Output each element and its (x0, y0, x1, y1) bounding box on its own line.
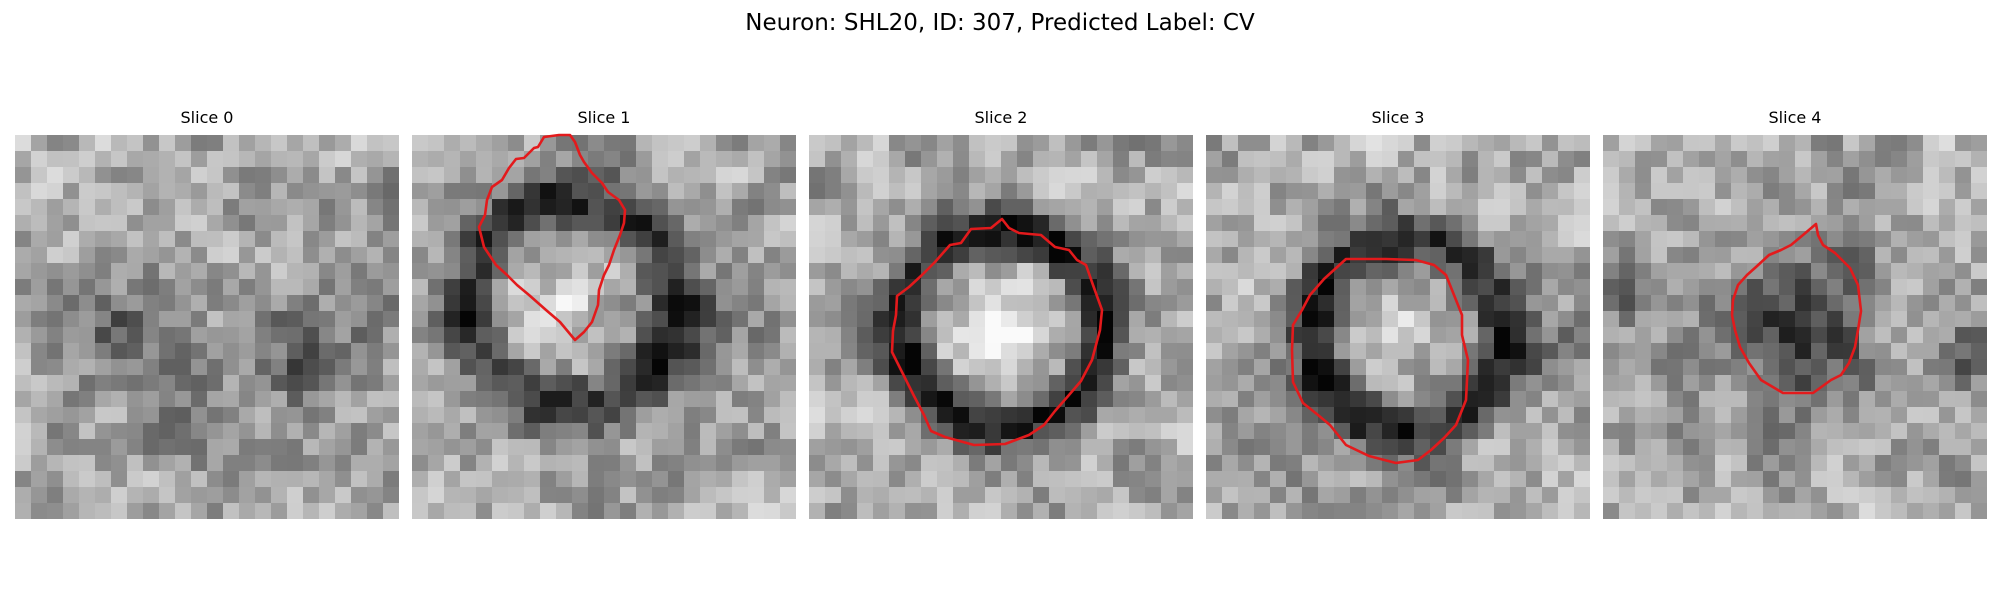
roi-contour-1 (477, 133, 627, 342)
slice-title-4: Slice 4 (1768, 108, 1822, 127)
slice-title-0: Slice 0 (180, 108, 234, 127)
roi-contour-4 (1730, 222, 1863, 395)
slice-panel-3: Slice 3 (1206, 108, 1590, 519)
slice-image-2 (809, 135, 1193, 519)
slice-contour-4 (1730, 222, 1863, 395)
slice-contour-1 (477, 133, 627, 342)
slice-contour-3 (1290, 257, 1470, 465)
slice-image-canvas-3 (1206, 135, 1590, 519)
slice-panel-2: Slice 2 (809, 108, 1193, 519)
figure-title: Neuron: SHL20, ID: 307, Predicted Label:… (745, 10, 1255, 36)
slice-image-canvas-4 (1603, 135, 1987, 519)
slice-contour-2 (890, 217, 1104, 447)
slice-image-0 (15, 135, 399, 519)
roi-contour-3 (1290, 257, 1470, 465)
slice-image-canvas-1 (412, 135, 796, 519)
roi-contour-2 (890, 217, 1104, 447)
slice-image-4 (1603, 135, 1987, 519)
slice-panel-0: Slice 0 (15, 108, 399, 519)
slice-image-3 (1206, 135, 1590, 519)
slice-image-canvas-0 (15, 135, 399, 519)
slice-image-canvas-2 (809, 135, 1193, 519)
slice-title-3: Slice 3 (1371, 108, 1425, 127)
slice-title-1: Slice 1 (577, 108, 631, 127)
slice-contour-0 (15, 135, 399, 519)
slice-image-1 (412, 133, 796, 519)
slice-panel-1: Slice 1 (412, 108, 796, 519)
slice-title-2: Slice 2 (974, 108, 1028, 127)
slice-panel-4: Slice 4 (1603, 108, 1987, 519)
